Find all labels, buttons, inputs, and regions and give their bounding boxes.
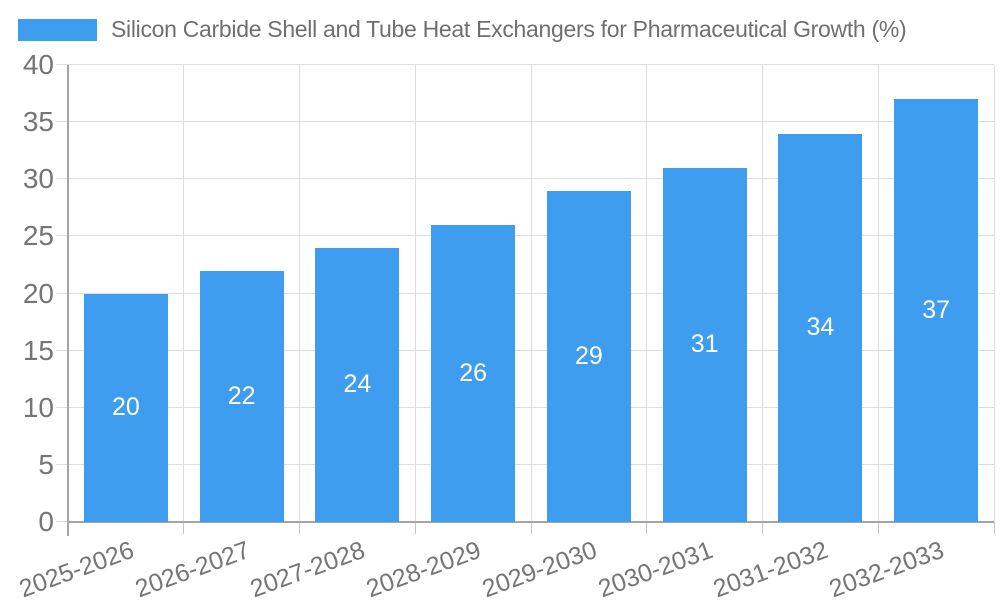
y-axis-label: 10 bbox=[22, 391, 54, 423]
bar[interactable]: 24 bbox=[315, 247, 400, 522]
x-axis-tick bbox=[414, 522, 416, 534]
bar[interactable]: 26 bbox=[431, 224, 516, 522]
legend[interactable]: Silicon Carbide Shell and Tube Heat Exch… bbox=[18, 16, 907, 43]
y-axis-tick bbox=[56, 292, 68, 294]
gridline-vertical bbox=[877, 65, 879, 522]
bar[interactable]: 37 bbox=[894, 99, 979, 522]
x-axis-tick bbox=[646, 522, 648, 534]
y-axis-tick bbox=[56, 121, 68, 123]
bar[interactable]: 34 bbox=[778, 133, 863, 522]
y-axis-label: 20 bbox=[22, 277, 54, 309]
bar[interactable]: 29 bbox=[546, 190, 631, 522]
y-axis-label: 25 bbox=[22, 220, 54, 252]
bar-value-label: 26 bbox=[459, 358, 488, 387]
gridline-vertical bbox=[762, 65, 763, 522]
bar-value-label: 29 bbox=[574, 341, 603, 370]
bar-value-label: 34 bbox=[806, 313, 835, 342]
gridline-vertical bbox=[183, 65, 185, 522]
legend-swatch[interactable] bbox=[18, 18, 97, 41]
x-axis-tick bbox=[993, 522, 995, 534]
gridline-vertical bbox=[299, 65, 300, 522]
y-axis-tick bbox=[56, 178, 68, 180]
y-axis-tick bbox=[56, 235, 68, 237]
chart-title: Silicon Carbide Shell and Tube Heat Exch… bbox=[111, 16, 907, 42]
x-axis-tick bbox=[762, 522, 763, 534]
bar[interactable]: 20 bbox=[83, 293, 168, 522]
gridline-vertical bbox=[993, 65, 995, 522]
y-axis-tick bbox=[56, 463, 68, 465]
y-axis-label: 15 bbox=[22, 334, 54, 366]
y-axis-label: 40 bbox=[22, 49, 54, 80]
gridline-vertical bbox=[646, 65, 648, 522]
gridline-vertical bbox=[414, 65, 416, 522]
y-axis-label: 30 bbox=[22, 163, 54, 195]
y-axis-line bbox=[67, 65, 69, 536]
bar-value-label: 22 bbox=[227, 381, 256, 410]
x-axis-tick bbox=[299, 522, 300, 534]
bar[interactable]: 22 bbox=[199, 270, 284, 522]
bar-value-label: 24 bbox=[343, 370, 372, 399]
x-axis-line bbox=[68, 521, 994, 523]
x-axis-tick bbox=[183, 522, 185, 534]
bar-value-label: 31 bbox=[690, 330, 719, 359]
y-axis-tick bbox=[56, 521, 68, 522]
bar[interactable]: 31 bbox=[662, 167, 747, 522]
y-axis-label: 35 bbox=[22, 106, 54, 138]
x-axis-tick bbox=[530, 522, 532, 534]
bar-value-label: 37 bbox=[922, 296, 951, 325]
y-axis-tick bbox=[56, 406, 68, 408]
y-axis-tick bbox=[56, 349, 68, 351]
y-axis-label: 0 bbox=[38, 506, 54, 537]
gridline-horizontal bbox=[68, 64, 994, 65]
gridline-vertical bbox=[530, 65, 532, 522]
bar-value-label: 20 bbox=[111, 393, 140, 422]
y-axis-label: 5 bbox=[38, 448, 54, 480]
y-axis-tick bbox=[56, 64, 68, 65]
x-axis-tick bbox=[877, 522, 879, 534]
